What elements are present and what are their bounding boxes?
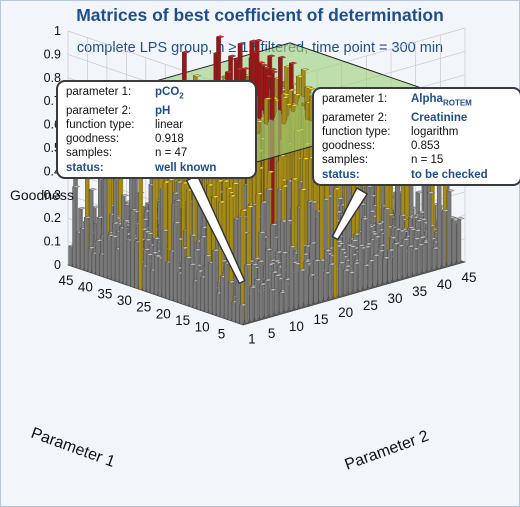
figure-subtitle: complete LPS group, n ≥ 12 filtered, tim…	[76, 40, 444, 56]
bar-face	[80, 228, 84, 271]
bar-face	[446, 190, 451, 267]
bar-top	[418, 210, 427, 214]
bar-face	[437, 175, 441, 269]
bar-top	[78, 206, 87, 210]
bar-face	[441, 210, 446, 268]
bar-face	[451, 219, 456, 265]
bar	[456, 217, 465, 264]
bar-face	[432, 248, 436, 271]
bars-below-plane	[68, 35, 465, 325]
bar-face	[84, 217, 88, 272]
figure-title: Matrices of best coefficient of determin…	[76, 5, 444, 25]
bar-face	[456, 218, 461, 264]
bar-face	[68, 245, 73, 267]
bar-top	[336, 197, 345, 200]
bar-top	[415, 190, 424, 194]
bar-face	[76, 231, 80, 269]
